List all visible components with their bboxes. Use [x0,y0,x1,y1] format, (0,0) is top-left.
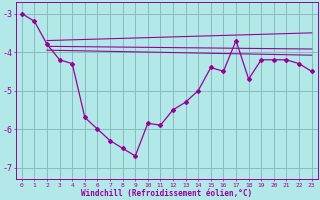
X-axis label: Windchill (Refroidissement éolien,°C): Windchill (Refroidissement éolien,°C) [81,189,252,198]
